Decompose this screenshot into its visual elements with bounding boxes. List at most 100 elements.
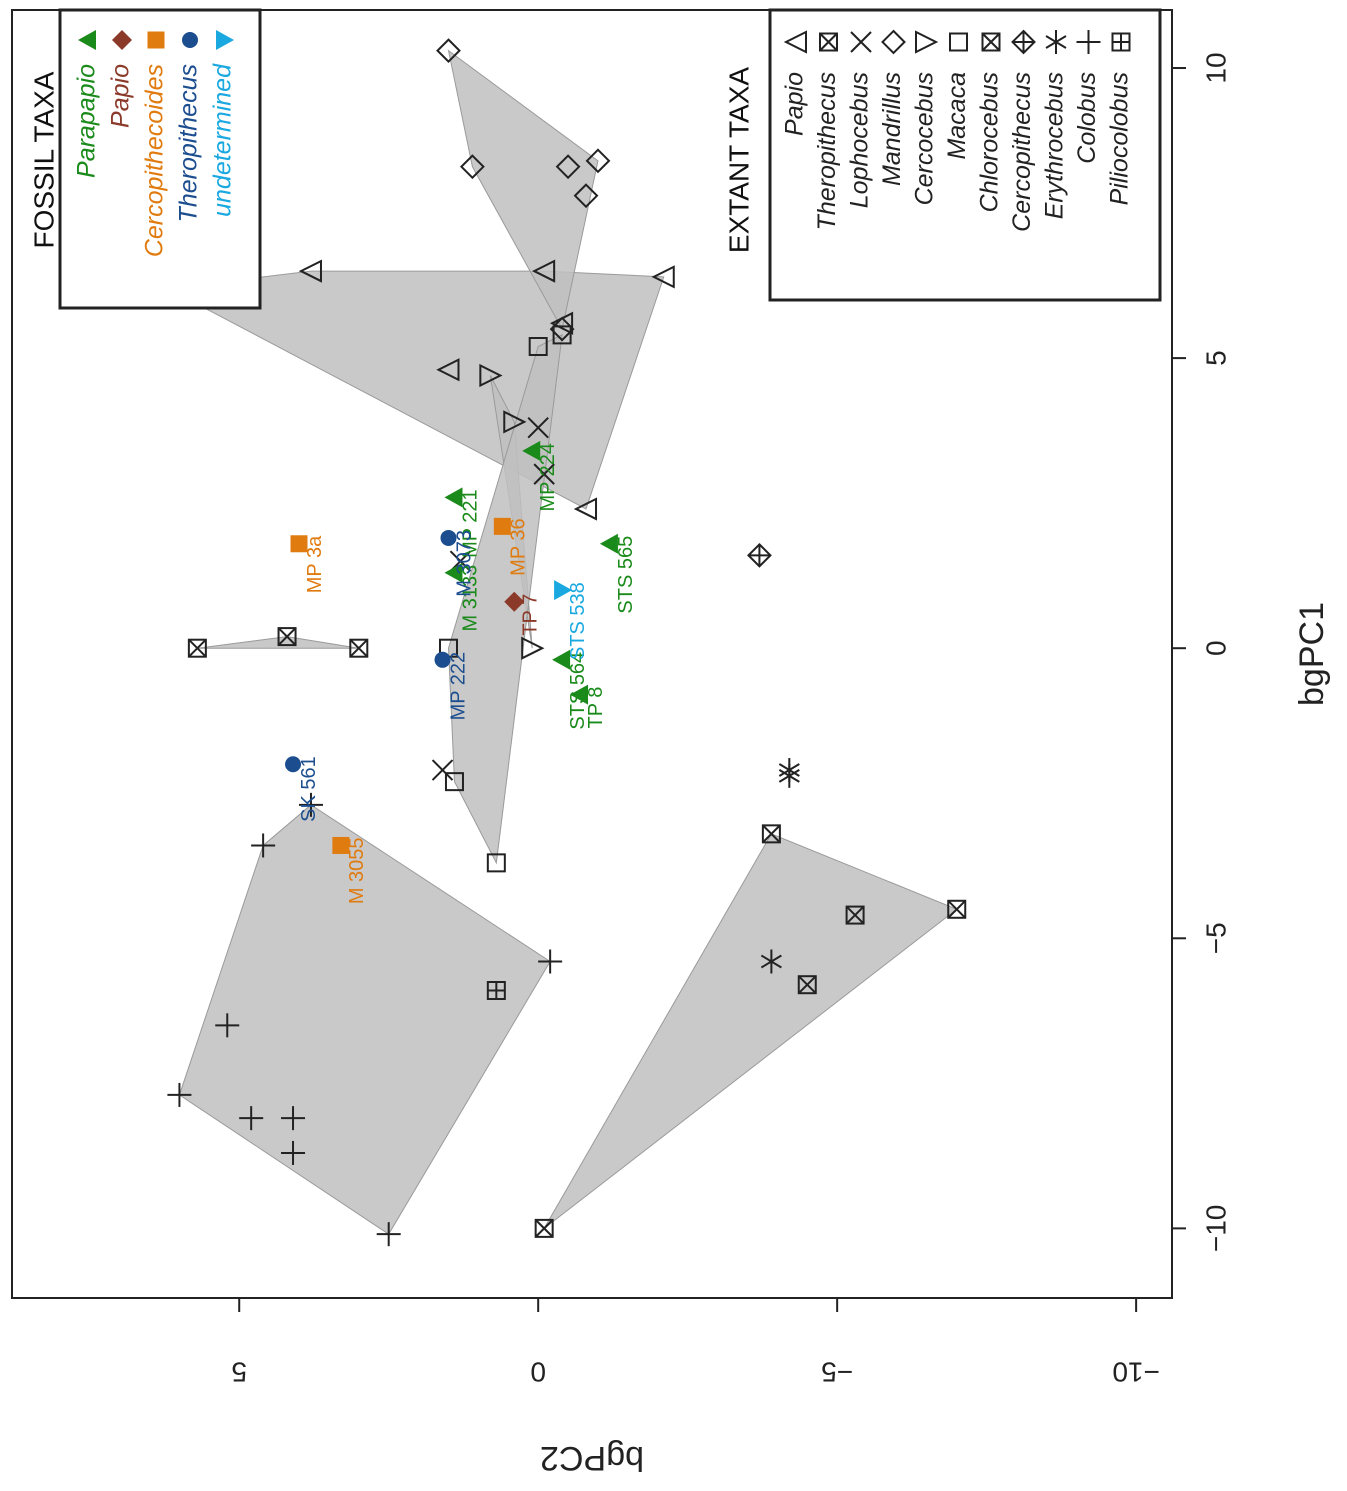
extant-legend-label-lophocebus: Lophocebus xyxy=(846,72,874,208)
fossil-legend-title: FOSSIL TAXA xyxy=(28,71,59,248)
fossil-points: MP 3a MP 36 M 3055 MP 221 MP 224 M 3133 STS 56… xyxy=(285,440,637,904)
fossil-legend-symbol-parapapio xyxy=(78,30,96,50)
extant-point-erythrocebus xyxy=(760,949,782,974)
axes: −10 −5 0 5 10 bgPC1 −10 −5 0 5 bgPC2 xyxy=(231,52,1331,1477)
extant-point-chlorocebus xyxy=(761,824,781,844)
fossil-point-mp-3a xyxy=(290,535,308,553)
extant-legend-symbol-theropithecus xyxy=(819,32,838,52)
extant-point-colobus xyxy=(167,1082,192,1107)
extant-point-colobus xyxy=(281,1106,306,1131)
axis-label-bgpc1: bgPC1 xyxy=(1293,602,1331,706)
extant-point-cercocebus xyxy=(521,636,545,660)
extant-legend-box xyxy=(768,8,1162,302)
fossil-label-sts-565: STS 565 xyxy=(615,536,637,614)
fossil-point-m-3055 xyxy=(332,836,350,854)
extant-point-theropithecus xyxy=(349,638,369,658)
extant-point-chlorocebus xyxy=(797,975,817,995)
fossil-point-m-3133 xyxy=(444,562,463,583)
extant-point-papio xyxy=(531,259,556,283)
fossil-legend-label-parapapio: Parapapio xyxy=(73,64,101,178)
tick-label-bgpc1: 10 xyxy=(1200,52,1231,83)
fossil-point-sk-561 xyxy=(285,756,302,773)
fossil-legend-label-undetermined: undetermined xyxy=(209,63,237,217)
extant-legend-symbol-lophocebus xyxy=(850,31,872,53)
extant-point-cercocebus xyxy=(503,410,527,434)
plot-frame xyxy=(11,9,1173,1299)
extant-legend-label-erythrocebus: Erythrocebus xyxy=(1041,72,1069,219)
extant-point-papio xyxy=(298,259,322,283)
extant-legend-label-papio: Papio xyxy=(781,72,809,136)
fossil-point-tp-8 xyxy=(570,684,589,705)
fossil-legend-box xyxy=(58,8,262,310)
fossil-legend-label-theropithecus: Theropithecus xyxy=(175,64,203,222)
fossil-legend-symbol-papio xyxy=(112,30,132,50)
extant-point-mandrillus xyxy=(585,148,611,174)
fossil-label-sts-538: STS 538 xyxy=(567,582,589,660)
extant-point-lophocebus xyxy=(533,463,555,485)
extant-legend-symbol-colobus xyxy=(1076,30,1101,54)
fossil-label-sk-561: SK 561 xyxy=(298,756,320,822)
extant-point-colobus xyxy=(376,1222,401,1247)
fossil-legend-label-cercopithecoides: Cercopithecoides xyxy=(141,64,169,257)
extant-point-macaca xyxy=(528,337,548,357)
tick-label-bgpc2: −10 xyxy=(1112,1357,1160,1388)
extant-legend-symbol-cercocebus xyxy=(915,30,939,54)
extant-legend-label-colobus: Colobus xyxy=(1073,72,1101,164)
hull-chlorocebus xyxy=(543,833,958,1229)
extant-point-chlorocebus xyxy=(947,899,967,919)
fossil-legend-symbol-cercopithecoides xyxy=(147,31,165,49)
fossil-point-mp-36 xyxy=(493,517,511,535)
fossil-label-m-3055: M 3055 xyxy=(346,837,368,904)
fossil-legend-symbol-theropithecus xyxy=(182,32,198,48)
fossil-point-sts-565 xyxy=(599,533,618,554)
fossil-point-sts-538 xyxy=(554,580,573,601)
fossil-point-mp-222 xyxy=(434,651,451,668)
extant-legend-symbol-cercopithecus xyxy=(1011,29,1036,55)
extant-point-piliocolobus xyxy=(486,981,506,1001)
extant-point-mandrillus xyxy=(459,154,485,180)
fossil-point-tp-7 xyxy=(504,591,525,612)
extant-legend-symbol-papio xyxy=(783,30,807,54)
extant-point-macaca xyxy=(552,325,572,345)
extant-point-cercocebus xyxy=(479,363,503,388)
extant-point-mandrillus xyxy=(555,154,581,180)
extant-point-erythrocebus xyxy=(778,763,800,788)
extant-point-colobus xyxy=(281,1140,306,1165)
extant-point-mandrillus xyxy=(573,183,599,209)
extant-legend-symbol-macaca xyxy=(949,32,968,52)
extant-point-cercopithecus xyxy=(747,542,772,568)
extant-point-chlorocebus xyxy=(534,1218,554,1238)
extant-point-colobus xyxy=(298,792,323,817)
extant-legend-label-chlorocebus: Chlorocebus xyxy=(976,72,1004,212)
fossil-label-m-3133: M 3133 xyxy=(459,565,481,632)
extant-point-colobus xyxy=(215,1013,240,1038)
extant-legend-label-mandrillus: Mandrillus xyxy=(878,72,906,186)
extant-point-theropithecus xyxy=(277,627,297,647)
extant-point-lophocebus xyxy=(527,417,549,439)
extant-point-theropithecus xyxy=(187,638,207,658)
extant-legend-title: EXTANT TAXA xyxy=(723,67,754,254)
extant-point-mandrillus xyxy=(436,38,461,64)
fossil-point-m-3073 xyxy=(440,529,457,546)
fossil-label-m-3073: M 3073 xyxy=(453,530,475,597)
extant-point-papio xyxy=(573,497,598,521)
extant-point-papio xyxy=(651,265,675,289)
extant-point-colobus xyxy=(239,1106,264,1131)
fossil-legend-label-papio: Papio xyxy=(107,64,135,128)
extant-point-colobus xyxy=(251,833,276,858)
extant-legend-label-theropithecus: Theropithecus xyxy=(813,72,841,230)
extant-point-papio xyxy=(436,358,460,382)
tick-label-bgpc1: −10 xyxy=(1200,1205,1231,1253)
fossil-label-tp-8: TP 8 xyxy=(585,687,607,729)
extant-point-lophocebus xyxy=(431,759,454,781)
tick-label-bgpc2: 5 xyxy=(231,1357,247,1388)
tick-label-bgpc1: −5 xyxy=(1200,922,1231,954)
extant-point-chlorocebus xyxy=(845,905,865,925)
extant-point-macaca xyxy=(486,853,506,873)
fossil-label-mp-221: MP 221 xyxy=(459,489,481,558)
fossil-label-mp-3a: MP 3a xyxy=(304,535,326,593)
extant-legend-label-macaca: Macaca xyxy=(943,72,971,160)
extant-legend-symbol-chlorocebus xyxy=(981,32,1001,52)
extant-point-colobus xyxy=(538,949,563,974)
tick-label-bgpc1: 0 xyxy=(1200,640,1231,656)
